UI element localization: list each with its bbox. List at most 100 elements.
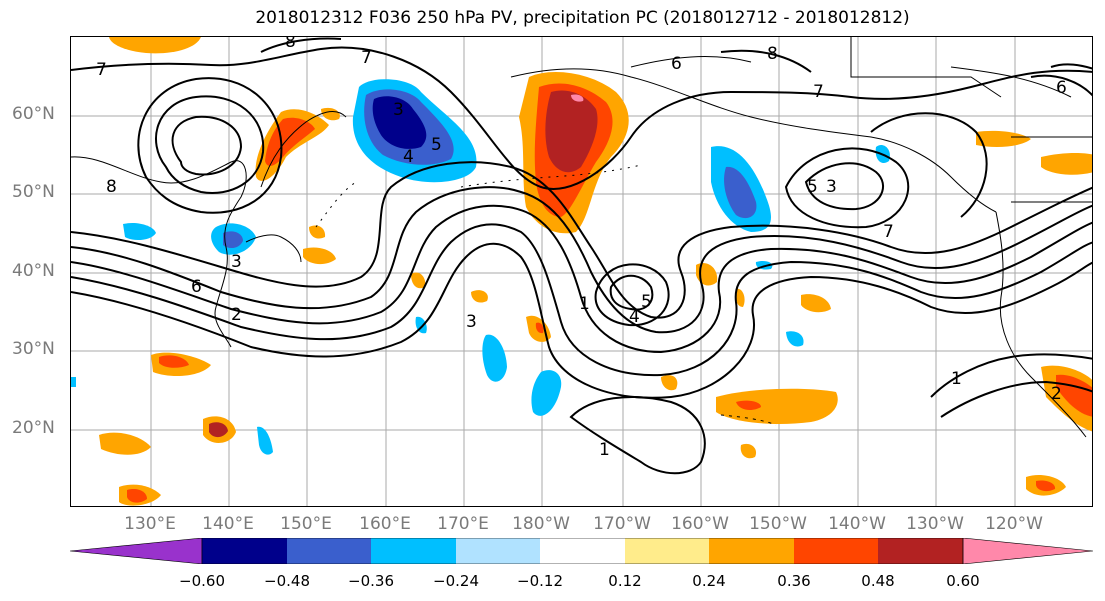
negative-anomaly-japan-core (223, 231, 243, 249)
contour-low-west-1 (171, 115, 243, 176)
positive-anomaly-bottom-left-core (127, 489, 147, 503)
colorbar-segment-gt-060 (962, 538, 1093, 564)
colorbar-segment (625, 538, 709, 564)
contour-label: 8 (106, 177, 117, 197)
lat-label-20n: 20°N (12, 418, 55, 438)
positive-anomaly-bottom-right-core (1036, 480, 1056, 492)
lat-label-30n: 30°N (12, 339, 55, 359)
contour-low-west-2 (155, 95, 265, 194)
contour-label: 6 (1056, 78, 1067, 98)
colorbar-tick: 0.12 (608, 572, 642, 590)
lat-label-50n: 50°N (12, 182, 55, 202)
contour-label: 2 (1051, 384, 1062, 404)
contour-label: 5 (431, 135, 442, 155)
colorbar-tick: 0.48 (861, 572, 895, 590)
colorbar-segment-lt-neg060 (70, 538, 203, 564)
colorbar-tick: 0.36 (777, 572, 811, 590)
negative-anomaly-gulf-alaska-core (724, 166, 757, 219)
lon-label-150e: 150°E (280, 514, 332, 534)
lon-label-130w: 130°W (906, 514, 964, 534)
coast-kamchatka (260, 111, 347, 188)
positive-anomaly-dot-1-core (209, 422, 228, 438)
lon-label-120w: 120°W (985, 514, 1043, 534)
positive-anomaly-mid-5 (661, 375, 678, 391)
lat-label-40n: 40°N (12, 261, 55, 281)
positive-anomaly-hawaii-small (740, 443, 757, 459)
positive-anomaly-south-china (99, 432, 151, 455)
colorbar (70, 538, 1093, 564)
contour-label: 7 (96, 60, 107, 80)
positive-anomaly-hawaii-band (716, 388, 838, 424)
contour-label: 7 (361, 48, 372, 68)
pv-contours (71, 37, 1092, 475)
contour-jet-4 (71, 223, 1092, 377)
contour-jet-3 (71, 204, 1092, 354)
contour-label: 1 (599, 440, 610, 460)
contour-label: 6 (671, 54, 682, 74)
contour-label: 3 (826, 177, 837, 197)
negative-anomaly-aleutian-max (372, 96, 427, 149)
coast-alaska (510, 68, 997, 213)
contour-6-east (870, 112, 988, 218)
negative-anomaly-west-pacific (257, 426, 273, 455)
positive-anomaly-sw-1-core (159, 355, 189, 368)
negative-anomaly-central-pacific-2 (531, 370, 562, 416)
contour-7-north (71, 46, 1092, 190)
lon-label-130e: 130°E (124, 514, 176, 534)
lon-label-140e: 140°E (202, 514, 254, 534)
positive-anomaly-top-left (109, 37, 201, 54)
map-canvas: 7 8 7 8 5 4 3 6 3 2 3 1 4 5 7 8 5 3 7 6 … (71, 37, 1092, 506)
contour-label: 2 (231, 305, 242, 325)
lon-label-170w: 170°W (593, 514, 651, 534)
contour-jet-1 (71, 161, 1092, 319)
border-canada-us (850, 37, 1092, 203)
colorbar-segment (540, 538, 625, 564)
contour-label: 8 (285, 37, 296, 52)
colorbar-tick: −0.12 (517, 572, 563, 590)
negative-anomaly-east-asia (123, 223, 156, 241)
map-panel: 7 8 7 8 5 4 3 6 3 2 3 1 4 5 7 8 5 3 7 6 … (70, 36, 1093, 507)
lon-label-160e: 160°E (359, 514, 411, 534)
positive-anomaly-hawaii-core (736, 400, 761, 410)
contour-5-east-2 (784, 147, 910, 229)
negative-anomaly-east-pacific-1 (786, 331, 804, 347)
contour-8-top (260, 37, 812, 73)
colorbar-segment (202, 538, 287, 564)
colorbar-segment (287, 538, 371, 564)
colorbar-segment (794, 538, 878, 564)
colorbar-tick: −0.48 (264, 572, 310, 590)
positive-anomaly-bering-peak (571, 94, 584, 102)
contour-label: 3 (466, 312, 477, 332)
contour-jet-2 (71, 186, 1092, 334)
contour-loop-mid-2 (594, 263, 670, 327)
contour-label: 5 (807, 177, 818, 197)
coast-asia (71, 156, 247, 348)
contour-label: 1 (951, 369, 962, 389)
contour-loop-mid (609, 274, 654, 311)
colorbar-tick: −0.24 (433, 572, 479, 590)
contour-5-east (804, 162, 885, 211)
positive-anomaly-mid-8 (411, 272, 426, 289)
lat-label-60n: 60°N (12, 104, 55, 124)
map-title: 2018012312 F036 250 hPa PV, precipitatio… (255, 8, 910, 28)
colorbar-segment (878, 538, 963, 564)
negative-anomaly-west-edge (71, 377, 76, 387)
positive-anomaly-japan-south (309, 225, 326, 239)
contour-label: 5 (641, 292, 652, 312)
negative-anomaly-central-pacific-1 (482, 334, 507, 382)
lon-label-170e: 170°E (437, 514, 489, 534)
colorbar-tick: −0.36 (348, 572, 394, 590)
contour-1-south (569, 396, 706, 475)
contour-low-right (1030, 74, 1092, 97)
positive-anomaly-mid-4-core (535, 322, 544, 334)
contour-2-east (940, 380, 1092, 418)
contour-1-east (930, 353, 1092, 398)
positive-anomaly-east-2 (1041, 152, 1092, 175)
contour-label: 6 (191, 277, 202, 297)
lon-label-160w: 160°W (671, 514, 729, 534)
contour-label: 1 (579, 294, 590, 314)
positive-anomaly-aleutian-tip (321, 107, 340, 121)
contour-low-west-3 (137, 77, 283, 214)
lon-label-180w: 180°W (512, 514, 570, 534)
coast-aleutian-chain (460, 164, 642, 188)
